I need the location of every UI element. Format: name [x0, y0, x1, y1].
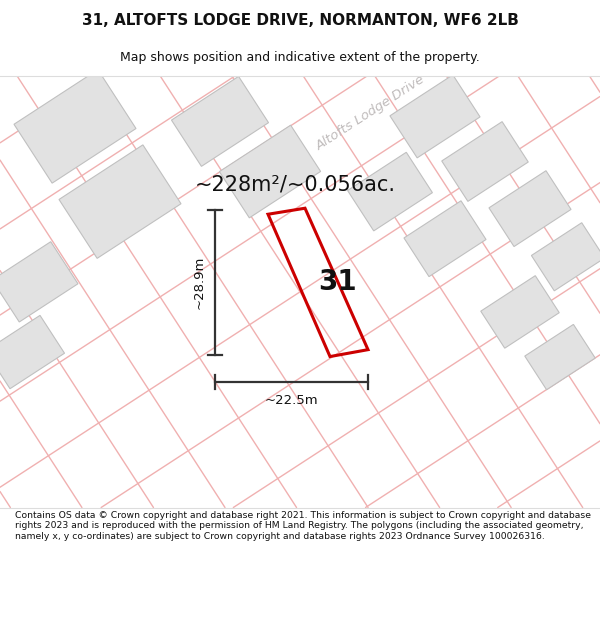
Polygon shape	[220, 125, 320, 218]
Polygon shape	[442, 122, 528, 201]
Polygon shape	[14, 69, 136, 183]
Polygon shape	[532, 222, 600, 291]
Polygon shape	[489, 171, 571, 246]
Polygon shape	[59, 145, 181, 258]
Text: 31: 31	[319, 268, 357, 296]
Polygon shape	[347, 152, 433, 231]
Polygon shape	[0, 242, 78, 322]
Polygon shape	[390, 75, 480, 158]
Polygon shape	[172, 76, 269, 166]
Polygon shape	[0, 316, 65, 389]
Text: ~228m²/~0.056ac.: ~228m²/~0.056ac.	[194, 174, 395, 194]
Text: 31, ALTOFTS LODGE DRIVE, NORMANTON, WF6 2LB: 31, ALTOFTS LODGE DRIVE, NORMANTON, WF6 …	[82, 13, 518, 28]
Text: Map shows position and indicative extent of the property.: Map shows position and indicative extent…	[120, 51, 480, 64]
Polygon shape	[525, 324, 595, 390]
Polygon shape	[481, 276, 559, 348]
Polygon shape	[404, 201, 486, 277]
Text: ~22.5m: ~22.5m	[265, 394, 319, 407]
Text: ~28.9m: ~28.9m	[193, 256, 205, 309]
Text: Contains OS data © Crown copyright and database right 2021. This information is : Contains OS data © Crown copyright and d…	[15, 511, 591, 541]
Text: Altofts Lodge Drive: Altofts Lodge Drive	[313, 73, 427, 153]
